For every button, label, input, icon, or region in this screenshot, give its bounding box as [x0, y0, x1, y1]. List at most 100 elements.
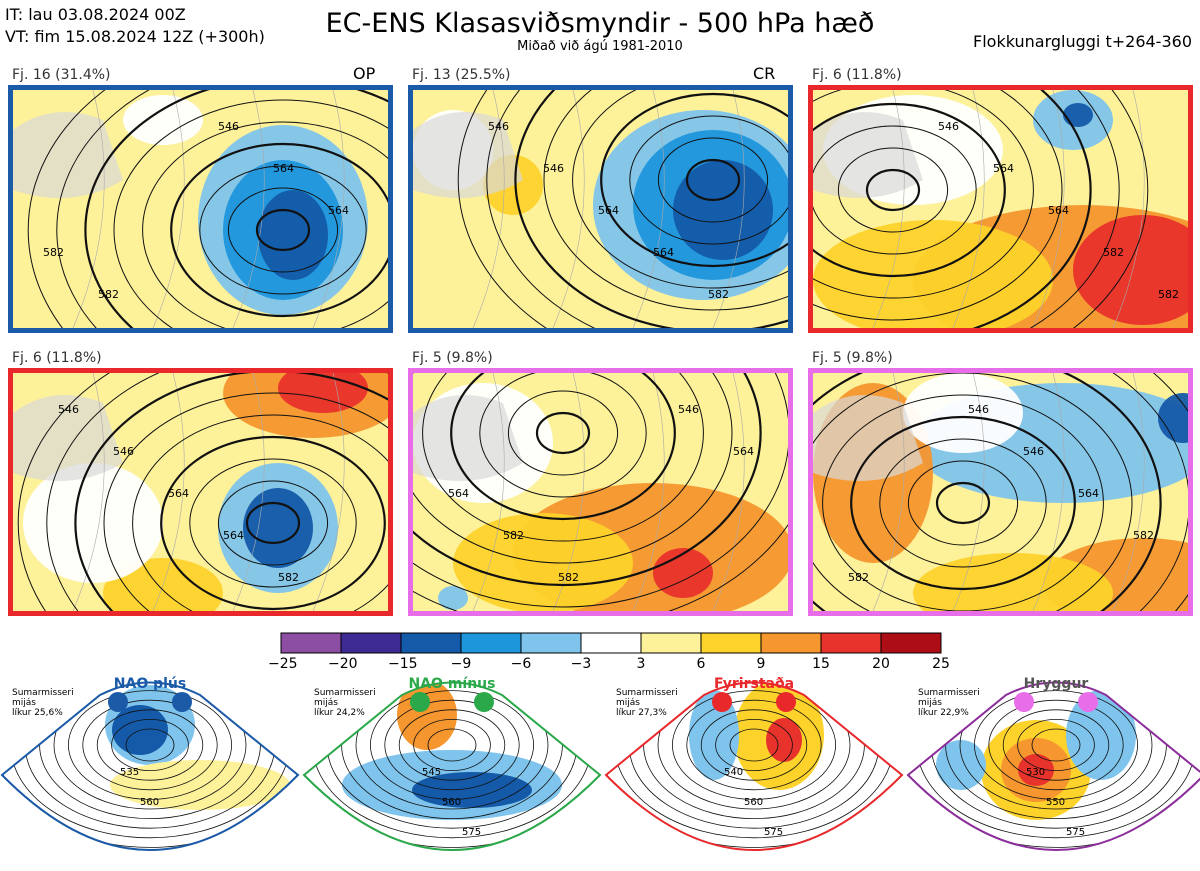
- regime-outline: [0, 681, 300, 851]
- header-info: IT: lau 03.08.2024 00Z VT: fim 15.08.202…: [5, 4, 265, 48]
- colorbar-swatch: [400, 632, 462, 654]
- contour-label: 582: [1133, 529, 1154, 542]
- height-contour: [850, 415, 1076, 591]
- contour-label: 546: [938, 120, 959, 133]
- contour-label: 564: [1048, 204, 1069, 217]
- panel-tag: OP: [353, 64, 376, 83]
- regime-contour-label: 550: [1046, 797, 1065, 808]
- contour-label: 582: [1158, 288, 1179, 301]
- graticule-line: [712, 373, 745, 611]
- height-contour: [535, 411, 591, 455]
- regime-note-line: líkur 25,6%: [12, 708, 63, 718]
- regime-contour: [1031, 728, 1081, 762]
- graticule-line: [472, 90, 505, 328]
- contour-label: 582: [278, 571, 299, 584]
- graticule-line: [952, 90, 985, 328]
- height-contour: [813, 373, 1133, 611]
- height-contour: [27, 90, 106, 328]
- panel-label: Fj. 6 (11.8%): [812, 67, 902, 83]
- height-contour: [245, 501, 301, 545]
- regime-contour: [427, 728, 477, 762]
- regime-note-line: mijás: [918, 698, 942, 708]
- contour-label: 582: [503, 529, 524, 542]
- colorbar-swatch: [520, 632, 582, 654]
- contour-label: 546: [543, 162, 564, 175]
- height-contour: [17, 373, 111, 611]
- height-contour: [255, 208, 311, 252]
- cluster-map-svg: 546 546 564 564 582: [13, 373, 388, 611]
- anomaly-field: [1158, 393, 1188, 443]
- colorbar-tick-label: 20: [872, 656, 890, 672]
- panel-tag: CR: [753, 64, 776, 83]
- regime-contour: [715, 719, 793, 772]
- height-contour: [935, 481, 991, 525]
- colorbar-tick-label: 9: [756, 656, 766, 672]
- contour-label: 564: [273, 162, 294, 175]
- height-contour: [132, 414, 388, 611]
- height-contour: [813, 373, 1162, 611]
- contour-label: 582: [98, 288, 119, 301]
- height-contour: [514, 90, 788, 328]
- height-contour: [217, 480, 329, 566]
- colorbar-swatch: [280, 632, 342, 654]
- contour-label: 582: [43, 246, 64, 259]
- cluster-map-svg: 546546564564582582: [413, 90, 788, 328]
- regime-contour: [974, 690, 1138, 800]
- regime-note: Sumarmisseri mijás líkur 27,3%: [616, 688, 678, 718]
- regime-contour: [606, 682, 902, 848]
- height-contour: [486, 90, 596, 328]
- graticule-line: [632, 373, 665, 611]
- regime-note-line: líkur 22,9%: [918, 708, 969, 718]
- height-contour: [413, 373, 788, 608]
- regime-contour: [700, 709, 808, 781]
- height-contour: [813, 90, 1092, 328]
- anomaly-field: [438, 586, 468, 610]
- anomaly-field: [123, 95, 203, 145]
- colorbar-tick-label: 25: [932, 656, 950, 672]
- graticule-line: [232, 90, 265, 328]
- contour-label: 564: [653, 246, 674, 259]
- contour-label: 546: [968, 403, 989, 416]
- cluster-map: 546 564 564 582 582: [8, 85, 393, 333]
- regime-note-line: líkur 24,2%: [314, 708, 365, 718]
- regime-contour: [988, 699, 1124, 791]
- regime-contour-label: 530: [1026, 767, 1045, 778]
- height-contour: [56, 90, 150, 328]
- graticule-line: [72, 90, 105, 328]
- height-contour: [103, 392, 388, 611]
- contour-label: 564: [448, 487, 469, 500]
- colorbar-swatch: [460, 632, 522, 654]
- height-contour: [74, 373, 388, 611]
- anomaly-field: [653, 548, 713, 598]
- contour-label: 564: [733, 445, 754, 458]
- colorbar-swatch: [340, 632, 402, 654]
- panel-label: Fj. 6 (11.8%): [12, 350, 102, 366]
- cluster-map-svg: 546 546 564 582 582: [813, 373, 1188, 611]
- contour-label: 582: [1103, 246, 1124, 259]
- regime-note-line: líkur 27,3%: [616, 708, 667, 718]
- regime-contour: [1002, 709, 1110, 781]
- height-contour: [813, 90, 1034, 299]
- graticule-line: [552, 90, 585, 328]
- regime-contour: [672, 690, 836, 800]
- cluster-map: 546546564564582582: [408, 85, 793, 333]
- regime-contour: [304, 682, 600, 848]
- regime-contour: [82, 699, 218, 791]
- regime-marker-dot: [712, 692, 732, 712]
- colorbar-tick-label: −20: [328, 656, 358, 672]
- regime-anomaly: [1066, 690, 1136, 780]
- regime-map: 545 560 575: [302, 681, 602, 851]
- cluster-map: 546 546 564 582 582: [808, 368, 1193, 616]
- regime-title: Fyrirstaða: [713, 676, 795, 692]
- height-contour: [657, 137, 769, 223]
- colorbar-swatch: [700, 632, 762, 654]
- height-contour: [479, 373, 647, 498]
- regime-outline: [302, 681, 602, 851]
- regime-contour-label: 540: [724, 767, 743, 778]
- height-contour: [907, 460, 1019, 546]
- contour-label: 546: [113, 445, 134, 458]
- contour-label: 582: [558, 571, 579, 584]
- anomaly-field: [278, 373, 368, 413]
- contour-label: 564: [328, 204, 349, 217]
- regime-map: 530 550 575: [906, 681, 1200, 851]
